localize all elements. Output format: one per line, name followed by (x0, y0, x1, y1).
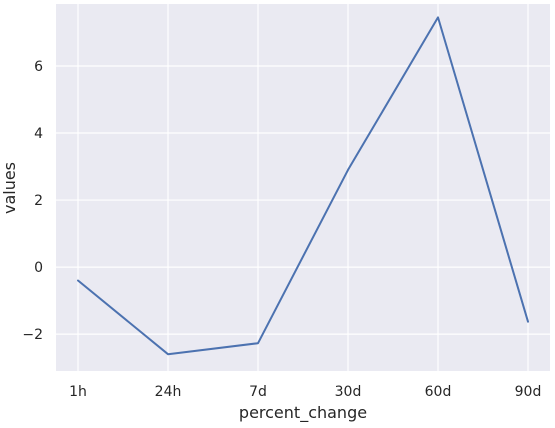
x-tick-label-1h: 1h (69, 384, 87, 400)
y-tick-label: 2 (34, 193, 43, 209)
x-tick-label-24h: 24h (155, 384, 182, 400)
tick-labels: 1h 24h 7d 30d 60d 90d −2 0 2 4 6 (22, 59, 541, 400)
series-line-0 (77, 16, 529, 356)
x-tick-label-30d: 30d (335, 384, 362, 400)
series-layer (77, 16, 529, 356)
x-tick-label-90d: 90d (515, 384, 542, 400)
y-tick-label: −2 (22, 327, 43, 343)
y-tick-label: 0 (34, 260, 43, 276)
y-tick-label: 6 (34, 59, 43, 75)
y-axis-label: values (0, 162, 19, 214)
x-tick-label-7d: 7d (249, 384, 267, 400)
plot-area (56, 4, 550, 371)
x-axis-label: percent_change (239, 403, 367, 423)
grid (56, 4, 550, 371)
x-tick-label-60d: 60d (425, 384, 452, 400)
y-tick-label: 4 (34, 126, 43, 142)
